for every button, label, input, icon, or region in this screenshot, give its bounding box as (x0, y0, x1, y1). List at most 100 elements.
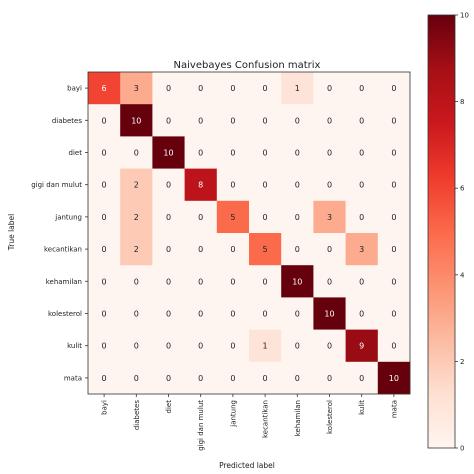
x-tick-label: mata (390, 400, 398, 418)
cell-value-label: 0 (327, 84, 332, 93)
cell-value-label: 0 (295, 213, 300, 222)
heatmap-cell (313, 168, 346, 202)
heatmap-cell (216, 200, 250, 234)
cell-value-label: 0 (295, 374, 300, 383)
heatmap-cell (120, 297, 153, 330)
heatmap-cell (345, 200, 379, 234)
cell-value-label: 0 (327, 342, 332, 351)
heatmap-cell (249, 168, 282, 202)
heatmap-cell (88, 136, 121, 169)
heatmap-frame (87, 71, 411, 395)
heatmap-cell (249, 329, 282, 363)
cell-value-label: 0 (359, 116, 364, 125)
cell-value-label: 0 (359, 181, 364, 190)
cell-value-label: 0 (295, 245, 300, 254)
cell-value-label: 0 (198, 374, 203, 383)
heatmap-cell (216, 329, 250, 363)
y-tick-label: bayi (67, 85, 82, 93)
cell-value-label: 9 (359, 342, 364, 351)
heatmap-cell (184, 168, 218, 202)
colorbar: 0 2 4 6 8 10 (427, 12, 469, 453)
heatmap-cell (377, 329, 411, 363)
heatmap-cell (152, 104, 185, 137)
heatmap-cell (120, 72, 153, 105)
cell-value-label: 5 (263, 245, 268, 254)
cell-value-label: 0 (102, 213, 107, 222)
heatmap-cell (152, 233, 185, 266)
cell-value-label: 0 (198, 342, 203, 351)
cell-value-label: 0 (327, 149, 332, 158)
heatmap-cell (281, 329, 314, 363)
heatmap-cell (184, 297, 218, 330)
cell-value-label: 0 (134, 374, 139, 383)
heatmap-cell (184, 136, 218, 169)
cell-value-label: 0 (166, 310, 171, 319)
cell-value-label: 0 (230, 84, 235, 93)
heatmap-cell (377, 72, 411, 105)
x-axis-label: Predicted label (219, 461, 275, 470)
heatmap-cell (120, 104, 153, 137)
heatmap-cell (120, 136, 153, 169)
y-tick-label: jantung (54, 213, 82, 221)
cell-value-label: 0 (134, 277, 139, 286)
cell-value-label: 0 (359, 213, 364, 222)
cell-value-label: 0 (102, 374, 107, 383)
heatmap-cell (249, 200, 282, 234)
heatmap-cell (120, 233, 153, 266)
heatmap-cell (377, 265, 411, 298)
cell-value-label: 0 (263, 181, 268, 190)
cell-value-label: 0 (102, 245, 107, 254)
cell-value-label: 0 (391, 245, 396, 254)
cell-value-label: 0 (295, 181, 300, 190)
colorbar-tick-label: 2 (460, 358, 464, 366)
cell-value-label: 0 (327, 277, 332, 286)
x-tick-label: gigi dan mulut (197, 400, 205, 451)
heatmap-cell (184, 329, 218, 363)
cell-value-label: 0 (295, 116, 300, 125)
cell-value-label: 0 (391, 342, 396, 351)
y-axis-label: True label (7, 214, 16, 251)
cell-value-label: 0 (134, 310, 139, 319)
heatmap-cell (249, 104, 282, 137)
heatmap-cell (216, 233, 250, 266)
heatmap-cell (281, 297, 314, 330)
cell-value-label: 3 (134, 84, 139, 93)
heatmap-cell (216, 136, 250, 169)
cell-value-label: 0 (295, 149, 300, 158)
y-tick-label: kolesterol (48, 310, 82, 318)
cell-value-label: 8 (198, 181, 203, 190)
heatmap-cell (88, 104, 121, 137)
heatmap-cell (345, 168, 379, 202)
cell-value-label: 3 (359, 245, 364, 254)
colorbar-tick-label: 6 (460, 185, 465, 193)
heatmap-cell (313, 233, 346, 266)
cell-value-label: 0 (230, 149, 235, 158)
y-tick-label: diet (69, 149, 83, 157)
heatmap-cell (184, 104, 218, 137)
cell-value-label: 10 (163, 149, 173, 158)
cell-value-label: 0 (263, 213, 268, 222)
y-tick-label: kulit (67, 342, 82, 350)
x-tick-label: kolesterol (326, 400, 334, 434)
cell-value-label: 0 (134, 149, 139, 158)
cell-value-label: 5 (230, 213, 235, 222)
heatmap-cell (345, 297, 379, 330)
cell-value-label: 10 (131, 116, 141, 125)
heatmap-cell (152, 361, 185, 395)
heatmap-cell (216, 361, 250, 395)
cell-value-label: 0 (359, 149, 364, 158)
cell-value-label: 2 (134, 181, 139, 190)
colorbar-tick-label: 4 (460, 271, 465, 279)
cell-value-label: 0 (359, 374, 364, 383)
heatmap-cell (281, 104, 314, 137)
cell-value-label: 0 (391, 310, 396, 319)
cell-value-label: 3 (327, 213, 332, 222)
heatmap-cell (377, 361, 411, 395)
heatmap-cell (152, 297, 185, 330)
cell-value-label: 0 (391, 181, 396, 190)
cell-value-label: 2 (134, 245, 139, 254)
cell-value-label: 0 (166, 84, 171, 93)
heatmap-cell (313, 136, 346, 169)
cell-value-label: 0 (198, 310, 203, 319)
heatmap-cell (345, 361, 379, 395)
